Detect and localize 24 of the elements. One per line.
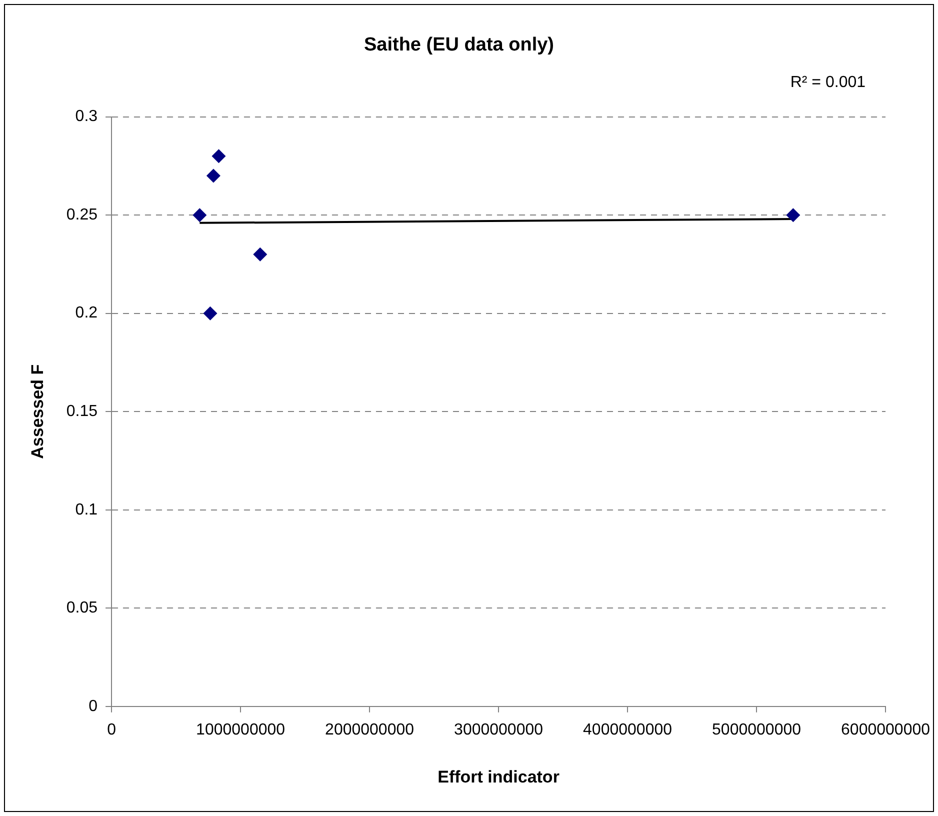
y-axis-title: Assessed F xyxy=(28,364,47,459)
x-tick-label: 6000000000 xyxy=(841,721,930,738)
point xyxy=(206,168,220,183)
point xyxy=(192,208,207,222)
chart-title: Saithe (EU data only) xyxy=(364,34,554,56)
point xyxy=(203,306,218,320)
y-tick-label: 0 xyxy=(88,698,98,715)
text: R² = 0.001 xyxy=(790,74,866,91)
x-tick-label: 2000000000 xyxy=(325,721,414,738)
y-tick-label: 0.25 xyxy=(66,206,98,224)
x-tick-label: 5000000000 xyxy=(712,721,802,738)
x-tick-label: 0 xyxy=(107,721,116,738)
point xyxy=(786,208,800,222)
x-tick-label: 3000000000 xyxy=(454,721,544,738)
y-tick-label: 0.15 xyxy=(66,403,98,420)
x-tick-label: 4000000000 xyxy=(583,721,672,738)
x-axis-title: Effort indicator xyxy=(438,767,560,786)
y-tick-label: 0.05 xyxy=(66,600,98,617)
y-tick-label: 0.2 xyxy=(75,304,98,322)
point xyxy=(253,247,268,262)
y-tick-label: 0.3 xyxy=(75,108,98,126)
x-tick-label: 1000000000 xyxy=(196,721,286,738)
point xyxy=(212,149,226,164)
y-tick-label: 0.1 xyxy=(75,501,98,518)
